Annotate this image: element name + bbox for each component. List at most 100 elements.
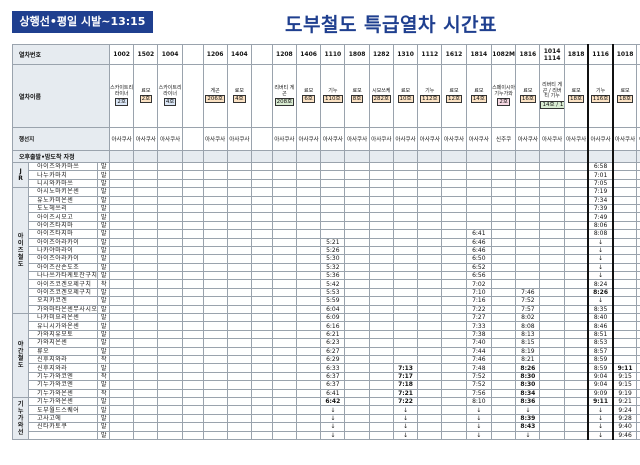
train-name-cell: 시모쓰케 282호 xyxy=(368,64,394,128)
station-row: 류오 발 6:27 7:44 8:19 8:57 xyxy=(13,346,640,357)
time-cell xyxy=(295,304,322,315)
train-number: 1206 xyxy=(202,44,228,65)
time-cell xyxy=(250,161,273,172)
time-cell xyxy=(441,170,467,180)
time-cell xyxy=(250,279,273,289)
station-name: 아이즈타지마 xyxy=(28,229,99,239)
time-cell xyxy=(441,212,467,222)
time-cell xyxy=(133,245,159,256)
period-cell xyxy=(181,150,204,163)
time-cell xyxy=(250,195,273,205)
station-name: 가와지온센 xyxy=(28,338,99,348)
time-cell xyxy=(417,170,443,180)
train-name-cell: 료모 6호 xyxy=(295,64,322,128)
time-cell xyxy=(417,363,443,373)
time-cell: 8:24 xyxy=(587,279,614,289)
time-cell xyxy=(368,245,394,256)
station-row: 나카야마라이 발 5:26 6:46 ↓ xyxy=(13,245,640,256)
time-cell xyxy=(181,287,204,298)
time-cell xyxy=(392,262,419,273)
car-badge: 4호 xyxy=(233,95,246,104)
time-cell xyxy=(133,203,159,214)
time-cell: 5:53 xyxy=(320,287,346,298)
time-cell xyxy=(392,229,419,239)
time-cell xyxy=(133,396,159,407)
time-cell xyxy=(344,195,370,205)
time-cell xyxy=(441,203,467,214)
time-cell: 9:09 xyxy=(587,388,614,398)
time-cell xyxy=(181,212,204,222)
train-name-cell: 스카이트리 라이너 4호 xyxy=(157,64,183,128)
time-cell: 8:15 xyxy=(515,338,541,348)
time-cell xyxy=(133,304,159,315)
time-cell xyxy=(491,161,517,172)
time-cell xyxy=(441,287,467,298)
car-badge: 12호 xyxy=(445,95,463,104)
time-cell: 8:57 xyxy=(587,346,614,357)
time-cell xyxy=(226,363,252,373)
time-cell xyxy=(344,178,370,189)
time-cell xyxy=(181,178,204,189)
time-cell: 7:33 xyxy=(465,321,493,331)
time-cell xyxy=(491,187,517,197)
time-cell xyxy=(271,287,297,298)
time-cell xyxy=(181,371,204,382)
car-badge: 112호 xyxy=(419,95,440,104)
time-cell xyxy=(271,212,297,222)
train-name-cell: 료모 12호 xyxy=(441,64,467,128)
station-name: 신후지와라 xyxy=(28,354,99,365)
time-cell xyxy=(539,321,565,331)
time-cell xyxy=(226,371,252,382)
time-cell xyxy=(563,161,589,172)
train-name-cell xyxy=(250,64,273,128)
time-cell xyxy=(133,380,159,390)
time-cell xyxy=(441,237,467,247)
time-cell xyxy=(344,329,370,340)
time-cell xyxy=(157,187,183,197)
time-cell xyxy=(417,203,443,214)
time-cell xyxy=(368,296,394,306)
time-cell xyxy=(563,271,589,281)
car-badge: 14호 / 114호 xyxy=(540,100,564,109)
time-cell xyxy=(133,237,159,247)
station-row: 고사고에 발 ↓ ↓ ↓ 8:39 ↓ 9:28 xyxy=(13,413,640,424)
time-cell: 7:22 xyxy=(465,304,493,315)
car-badge: 116호 xyxy=(590,95,611,104)
train-name: 료모 xyxy=(400,87,411,94)
time-cell xyxy=(491,262,517,273)
arrive-depart: 착 xyxy=(97,354,110,365)
train-number xyxy=(250,44,273,65)
station-row: 가와지유모토 발 6:21 7:38 8:13 8:51 xyxy=(13,329,640,340)
time-cell xyxy=(392,346,419,357)
time-cell xyxy=(392,313,419,323)
time-cell xyxy=(368,405,394,415)
time-cell xyxy=(417,161,443,172)
time-cell xyxy=(563,422,589,432)
time-cell xyxy=(612,313,638,323)
time-cell xyxy=(491,195,517,205)
time-cell xyxy=(157,212,183,222)
time-cell: 5:30 xyxy=(320,254,346,264)
time-cell xyxy=(226,287,252,298)
time-cell xyxy=(344,321,370,331)
destination: 신주쿠 xyxy=(491,127,517,151)
time-cell xyxy=(181,229,204,239)
time-cell xyxy=(226,338,252,348)
train-name: 기누 xyxy=(328,87,338,94)
time-cell xyxy=(157,338,183,348)
time-cell xyxy=(202,313,228,323)
train-name-cell xyxy=(181,64,204,128)
time-cell xyxy=(250,296,273,306)
time-cell xyxy=(563,203,589,214)
time-cell xyxy=(417,338,443,348)
station-name: 아이즈시모고 xyxy=(28,212,99,222)
train-number: 1814 xyxy=(465,44,493,65)
time-cell: ↓ xyxy=(465,430,493,440)
time-cell xyxy=(491,396,517,407)
time-cell xyxy=(612,161,638,172)
time-cell xyxy=(157,346,183,357)
station-name: 아이즈아라카이 xyxy=(28,254,99,264)
time-cell xyxy=(368,254,394,264)
train-number: 1502 xyxy=(133,44,159,65)
time-cell xyxy=(392,338,419,348)
